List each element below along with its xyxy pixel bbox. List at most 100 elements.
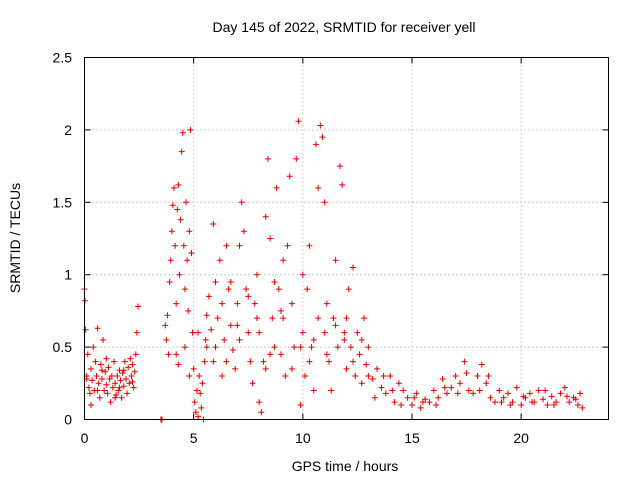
data-point [227,278,234,285]
data-point [404,394,411,401]
data-point [579,404,586,411]
data-point [433,402,440,409]
data-point [171,184,178,191]
data-point [345,286,352,293]
data-point [196,373,203,380]
data-point [164,312,171,319]
data-point [465,387,472,394]
data-point [526,390,533,397]
data-point [391,399,398,406]
x-tick-label: 5 [190,430,198,446]
data-point [452,373,459,380]
data-point [88,365,95,372]
data-point [180,242,187,249]
data-point [238,199,245,206]
grid-lines [84,57,609,420]
data-point [84,351,91,358]
data-point [398,402,405,409]
data-point [189,329,196,336]
data-point [127,355,134,362]
data-point [107,399,114,406]
data-point [225,286,232,293]
data-point [256,329,263,336]
data-point [507,402,514,409]
y-tick-label: 0 [64,412,72,428]
data-point [101,387,108,394]
y-tick-label: 1.5 [53,194,73,210]
data-point [500,394,507,401]
data-point [288,365,295,372]
data-point [120,383,127,390]
data-point [163,336,170,343]
data-point [105,364,112,371]
data-point [245,293,252,300]
data-point [249,380,256,387]
data-point [132,351,139,358]
data-point [260,358,267,365]
data-point [210,358,217,365]
data-point [382,390,389,397]
data-point [174,206,181,213]
data-point [267,351,274,358]
data-point [518,402,525,409]
x-axis-label: GPS time / hours [292,458,399,474]
data-point [323,351,330,358]
data-point [365,344,372,351]
data-point [115,387,122,394]
data-point [564,393,571,400]
data-point [448,384,455,391]
data-point [387,373,394,380]
y-axis-label: SRMTID / TECUs [7,183,23,293]
data-point [354,329,361,336]
data-point [227,322,234,329]
data-point [400,387,407,394]
data-point [162,322,169,329]
data-point [491,399,498,406]
data-point [173,351,180,358]
data-point [498,399,505,406]
chart-title: Day 145 of 2022, SRMTID for receiver yel… [213,19,476,35]
data-point [347,344,354,351]
x-tick-label: 10 [295,430,311,446]
data-point [439,375,446,382]
data-point [93,373,100,380]
data-point [413,390,420,397]
data-point [273,184,280,191]
data-point [321,199,328,206]
y-tick-label: 2.5 [53,50,73,66]
data-point [186,228,193,235]
data-point [208,326,215,333]
data-point [210,221,217,228]
data-point [98,375,105,382]
data-point [131,368,138,375]
data-point [332,322,339,329]
data-point [234,322,241,329]
data-point [389,387,396,394]
data-point [219,373,226,380]
data-point [278,307,284,314]
data-point [186,373,193,380]
data-point [343,315,350,322]
data-point [262,213,269,220]
data-point [566,399,573,406]
data-point [341,329,348,336]
data-point [113,391,120,398]
data-point [187,126,194,133]
data-point [178,148,185,155]
data-point [409,402,415,409]
data-point [166,278,173,285]
data-point [304,286,311,293]
data-point [256,399,263,406]
data-point [461,358,468,365]
data-point [98,367,105,374]
data-point [577,390,584,397]
y-tick-label: 1 [64,267,72,283]
data-point [88,402,95,409]
data-point [116,384,123,391]
data-point [297,344,304,351]
data-point [221,336,228,343]
data-point [350,264,357,271]
data-point [485,373,492,380]
data-point [128,373,135,380]
data-point [253,315,260,322]
